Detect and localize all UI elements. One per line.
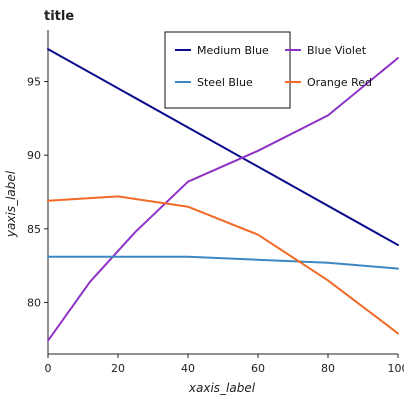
legend: Medium Blue Blue Violet Steel Blue Orange R…	[164, 31, 372, 109]
chart-title: title	[44, 9, 74, 24]
y-tick-label: 80	[27, 296, 41, 309]
y-axis-title: yaxis_label	[4, 170, 18, 238]
x-tick-label: 60	[251, 362, 265, 375]
plot-area	[47, 30, 399, 355]
x-axis-title: xaxis_label	[188, 381, 256, 395]
legend-label-steel-blue: Steel Blue	[197, 76, 253, 89]
series-line-orange-red	[47, 195, 399, 335]
series-line-steel-blue	[47, 255, 399, 270]
y-tick-label: 90	[27, 149, 41, 162]
x-tick-label: 20	[111, 362, 125, 375]
series-line-medium-blue	[47, 48, 399, 246]
x-tick-label: 0	[45, 362, 52, 375]
x-tick-label: 100	[388, 362, 404, 375]
x-tick-label: 80	[321, 362, 335, 375]
x-axis: 0 20 40 60 80 100	[45, 354, 404, 375]
legend-label-orange-red: Orange Red	[307, 76, 372, 89]
legend-label-medium-blue: Medium Blue	[197, 44, 269, 57]
legend-box	[164, 31, 291, 109]
legend-label-blue-violet: Blue Violet	[307, 44, 367, 57]
series-line-blue-violet	[47, 57, 399, 342]
x-tick-label: 40	[181, 362, 195, 375]
y-tick-label: 95	[27, 76, 41, 89]
y-axis: 80 85 90 95	[27, 76, 48, 309]
y-tick-label: 85	[27, 223, 41, 236]
